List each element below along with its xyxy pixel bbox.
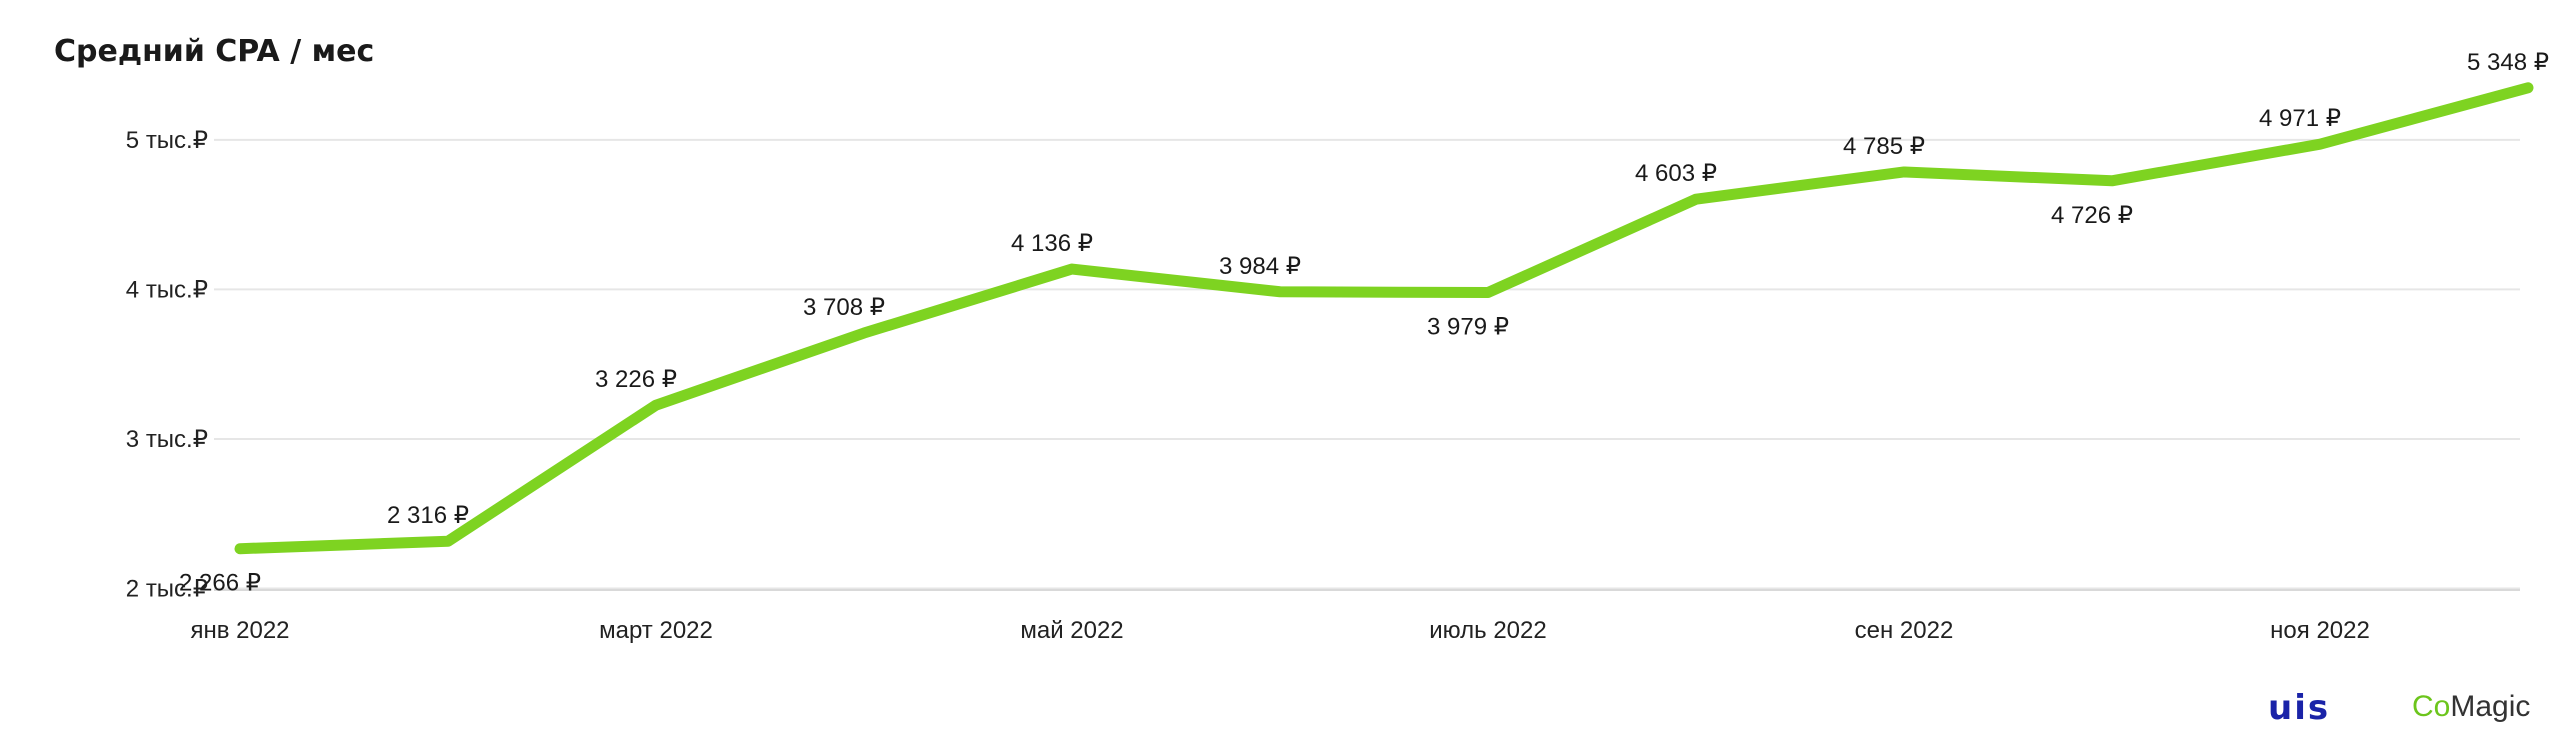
data-label: 4 136 ₽ [1011,230,1093,257]
comagic-logo-prefix: Co [2412,690,2451,723]
data-label: 3 979 ₽ [1427,314,1509,341]
x-tick-label: янв 2022 [190,617,289,644]
uis-logo: uis [2268,688,2331,728]
data-label: 4 726 ₽ [2051,202,2133,229]
x-tick-label: март 2022 [599,617,713,644]
data-label: 3 984 ₽ [1219,253,1301,280]
data-label: 4 971 ₽ [2259,105,2341,132]
y-tick-label: 2 тыс.₽ [126,576,208,603]
data-label: 3 708 ₽ [803,294,885,321]
y-tick-label: 5 тыс.₽ [126,127,208,154]
data-label: 3 226 ₽ [595,366,677,393]
chart-title: Средний CPA / мес [54,34,375,69]
comagic-logo: CoMagic [2412,690,2530,724]
y-tick-label: 3 тыс.₽ [126,426,208,453]
data-label: 5 348 ₽ [2467,49,2549,76]
x-tick-label: сен 2022 [1855,617,1954,644]
data-label: 4 785 ₽ [1843,133,1925,160]
data-label: 4 603 ₽ [1635,160,1717,187]
data-label: 2 266 ₽ [179,570,261,597]
series-line [234,82,2534,555]
x-tick-label: май 2022 [1020,617,1123,644]
data-label: 2 316 ₽ [387,502,469,529]
comagic-logo-suffix: Magic [2450,690,2531,723]
y-tick-label: 4 тыс.₽ [126,276,208,303]
x-tick-label: июль 2022 [1429,617,1546,644]
x-tick-label: ноя 2022 [2270,617,2370,644]
